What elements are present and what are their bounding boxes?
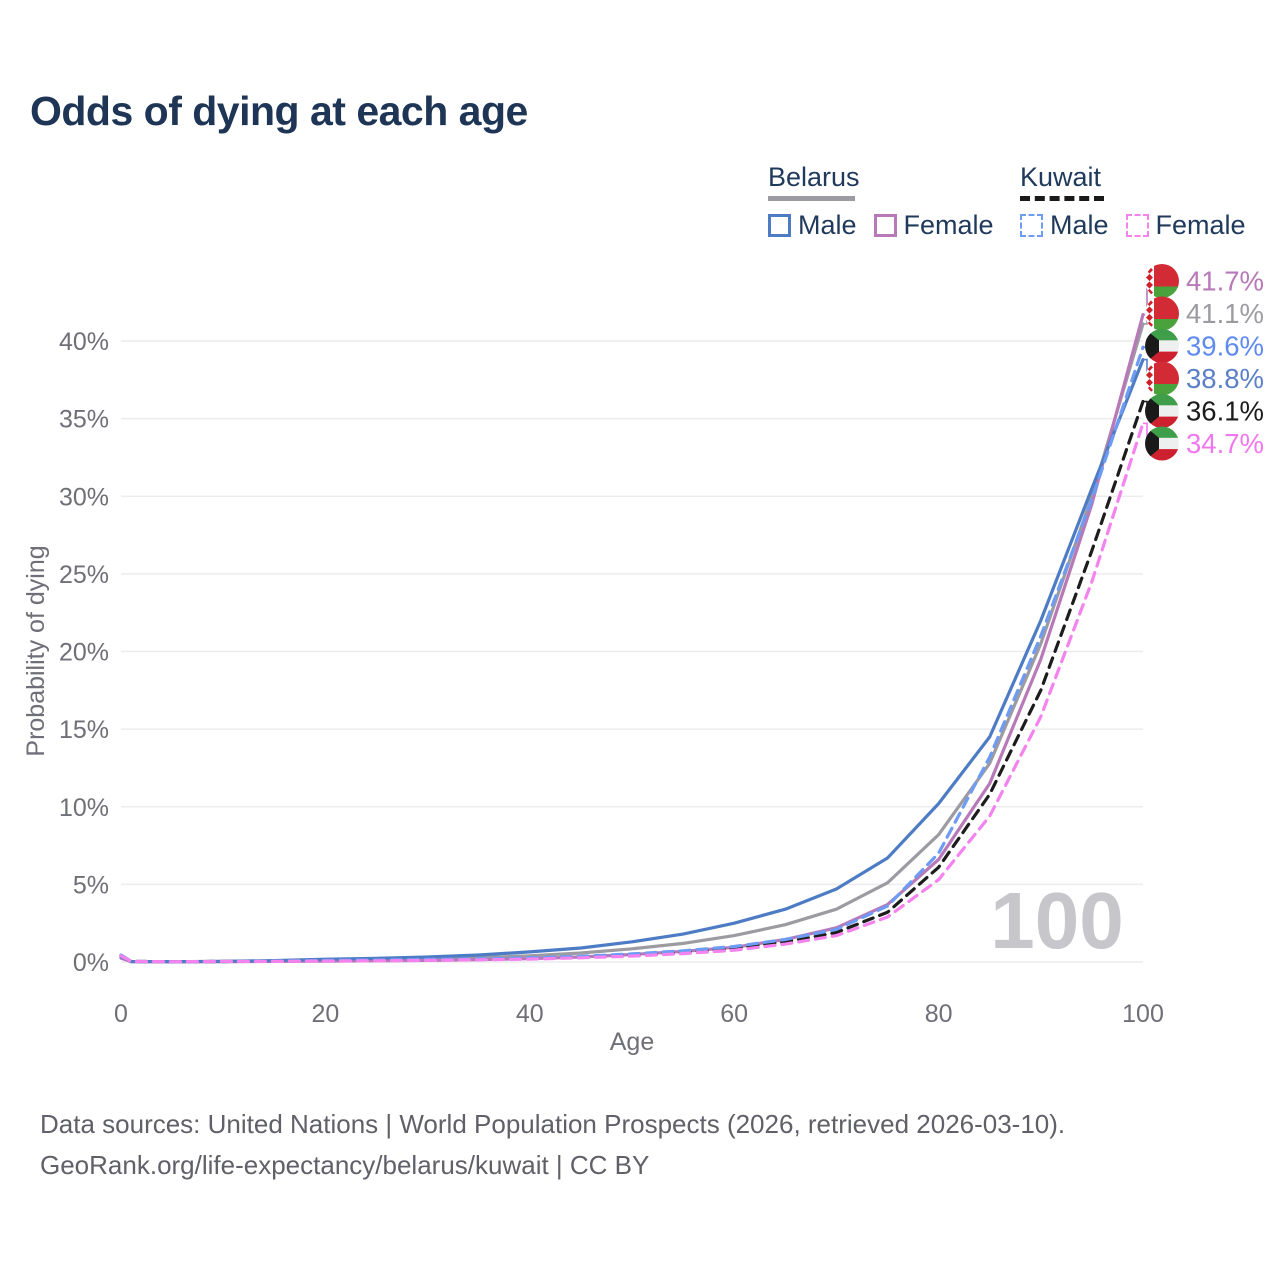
y-tick-label: 0% xyxy=(73,949,109,977)
kuwait-flag-icon xyxy=(1145,426,1179,461)
legend-item-label: Female xyxy=(1155,210,1246,240)
y-tick-label: 40% xyxy=(59,328,109,356)
end-value-label: 41.1% xyxy=(1186,298,1264,329)
legend-item-belarus-female[interactable]: Female xyxy=(873,210,994,241)
end-value-label: 36.1% xyxy=(1186,396,1264,427)
y-axis-title: Probability of dying xyxy=(22,545,50,756)
y-tick-label: 10% xyxy=(59,794,109,822)
end-value-label: 34.7% xyxy=(1186,428,1264,459)
x-tick-label: 0 xyxy=(114,1000,128,1028)
y-tick-label: 15% xyxy=(59,716,109,744)
legend-item-label: Female xyxy=(903,210,994,240)
series-line-belarus-female[interactable] xyxy=(119,313,1145,964)
kuwait-line-style-swatch xyxy=(1020,196,1104,201)
x-tick-label: 60 xyxy=(720,1000,748,1028)
x-axis-title: Age xyxy=(610,1028,654,1056)
kuwait-flag-icon xyxy=(1145,329,1179,363)
page-title: Odds of dying at each age xyxy=(30,88,528,134)
belarus-flag-icon xyxy=(1145,296,1179,331)
y-tick-label: 35% xyxy=(59,406,109,434)
series-line-belarus-both-sexes[interactable] xyxy=(119,322,1145,964)
legend-item-belarus-male[interactable]: Male xyxy=(768,210,857,241)
legend-group-belarus: Belarus Male Female xyxy=(768,162,994,241)
legend-item-kuwait-male[interactable]: Male xyxy=(1020,210,1109,241)
age-watermark: 100 xyxy=(990,876,1123,965)
belarus-line-style-swatch xyxy=(768,196,855,201)
belarus-female-swatch-icon xyxy=(873,214,897,237)
legend-country-belarus: Belarus xyxy=(768,162,860,192)
x-tick-label: 80 xyxy=(925,1000,953,1028)
legend-item-kuwait-female[interactable]: Female xyxy=(1125,210,1246,241)
legend-country-kuwait: Kuwait xyxy=(1020,162,1102,192)
series-line-kuwait-female[interactable] xyxy=(119,421,1145,964)
legend-group-kuwait: Kuwait Male Female xyxy=(1020,162,1246,241)
legend-item-label: Male xyxy=(1050,210,1109,240)
y-tick-label: 30% xyxy=(59,483,109,511)
x-tick-label: 40 xyxy=(516,1000,544,1028)
x-tick-label: 100 xyxy=(1122,1000,1164,1028)
data-sources-text: Data sources: United Nations | World Pop… xyxy=(40,1109,1066,1139)
kuwait-female-swatch-icon xyxy=(1125,214,1149,237)
attribution-text: GeoRank.org/life-expectancy/belarus/kuwa… xyxy=(40,1150,650,1180)
kuwait-flag-icon xyxy=(1145,394,1179,428)
legend-item-label: Male xyxy=(798,210,857,240)
belarus-male-swatch-icon xyxy=(768,214,791,237)
series-line-belarus-male[interactable] xyxy=(119,358,1145,964)
kuwait-male-swatch-icon xyxy=(1020,214,1043,237)
series-line-kuwait-male[interactable] xyxy=(119,345,1145,964)
end-value-label: 38.8% xyxy=(1186,363,1264,394)
end-value-label: 41.7% xyxy=(1186,266,1264,297)
y-tick-label: 25% xyxy=(59,561,109,589)
footer: Data sources: United Nations | World Pop… xyxy=(40,1104,1065,1186)
y-tick-label: 5% xyxy=(73,871,109,899)
x-tick-label: 20 xyxy=(311,1000,339,1028)
belarus-flag-icon xyxy=(1145,264,1179,298)
end-value-label: 39.6% xyxy=(1186,331,1264,362)
y-tick-label: 20% xyxy=(59,639,109,667)
belarus-flag-icon xyxy=(1145,361,1179,396)
